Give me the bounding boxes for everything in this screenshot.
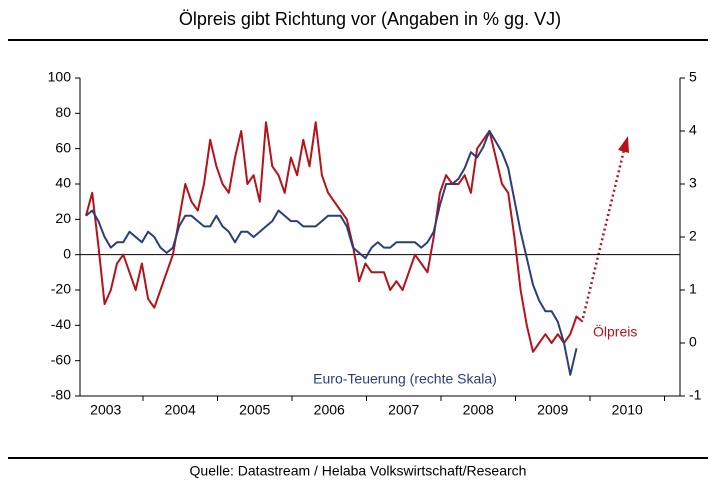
y-tick-label: 0 [63, 245, 71, 261]
series-label: Ölpreis [593, 323, 637, 340]
source: Quelle: Datastream / Helaba Volkswirtsch… [190, 463, 527, 479]
x-tick-label: 2009 [537, 402, 568, 418]
x-tick-label: 2004 [165, 402, 196, 418]
series-line [85, 121, 584, 353]
y2-tick-label: 3 [689, 175, 697, 191]
y-tick-label: -20 [51, 281, 71, 297]
y2-tick-label: 0 [689, 334, 697, 350]
y-tick-label: -60 [51, 351, 71, 367]
y-tick-label: 100 [48, 69, 72, 85]
x-tick-label: 2007 [388, 402, 419, 418]
y2-tick-label: 4 [689, 122, 697, 138]
series-line [85, 130, 578, 376]
y-tick-label: 80 [55, 104, 71, 120]
y-tick-label: -40 [51, 316, 71, 332]
y-tick-label: -80 [51, 387, 71, 403]
x-tick-label: 2005 [239, 402, 270, 418]
y-tick-label: 20 [55, 210, 71, 226]
x-tick-label: 2006 [314, 402, 345, 418]
x-tick-label: 2003 [90, 402, 121, 418]
y-tick-label: 60 [55, 139, 71, 155]
chart-title: Ölpreis gibt Richtung vor (Angaben in % … [179, 9, 561, 29]
series-label: Euro-Teuerung (rechte Skala) [313, 371, 497, 387]
forecast-arrow [581, 136, 629, 319]
x-tick-label: 2008 [463, 402, 494, 418]
y2-tick-label: 2 [689, 228, 697, 244]
y2-tick-label: 1 [689, 281, 697, 297]
x-tick-label: 2010 [612, 402, 643, 418]
y2-tick-label: 5 [689, 69, 697, 85]
y-tick-label: 40 [55, 175, 71, 191]
y2-tick-label: -1 [689, 387, 702, 403]
